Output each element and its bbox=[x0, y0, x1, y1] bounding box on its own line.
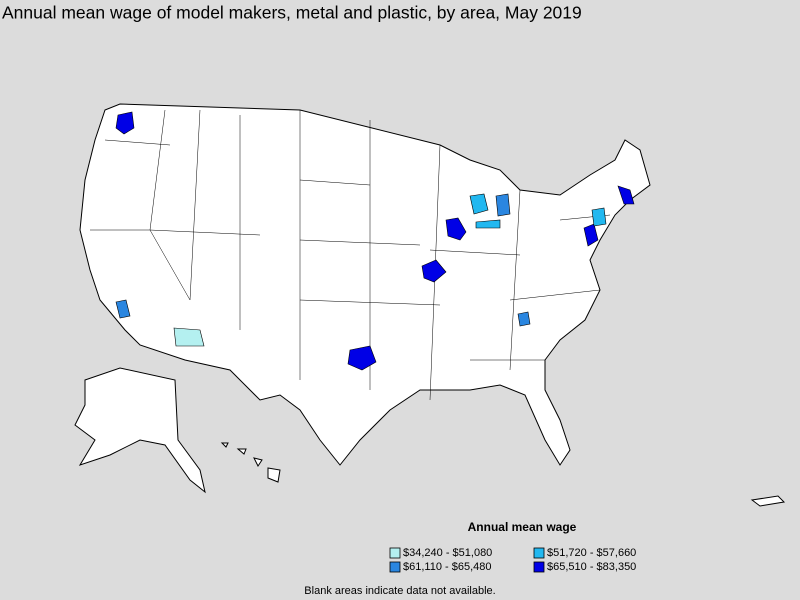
alaska bbox=[74, 367, 206, 494]
area bbox=[445, 217, 467, 241]
area bbox=[115, 299, 131, 319]
legend-label: $51,720 - $57,660 bbox=[547, 547, 636, 559]
footnote: Blank areas indicate data not available. bbox=[304, 585, 495, 597]
area bbox=[591, 207, 607, 227]
legend-swatch bbox=[533, 547, 545, 559]
legend-label: $65,510 - $83,350 bbox=[547, 561, 636, 573]
area bbox=[347, 345, 377, 371]
area bbox=[115, 111, 135, 135]
puerto-rico bbox=[750, 495, 786, 507]
area bbox=[469, 193, 489, 215]
area bbox=[173, 327, 205, 347]
legend-swatch bbox=[389, 547, 401, 559]
area bbox=[421, 259, 447, 283]
area bbox=[583, 223, 599, 247]
area bbox=[517, 311, 531, 327]
legend-swatch bbox=[389, 561, 401, 573]
area bbox=[617, 185, 635, 205]
legend-swatch bbox=[533, 561, 545, 573]
area bbox=[475, 219, 501, 229]
map-title: Annual mean wage of model makers, metal … bbox=[2, 3, 582, 23]
legend-title: Annual mean wage bbox=[468, 520, 577, 534]
legend-label: $61,110 - $65,480 bbox=[403, 561, 491, 573]
area bbox=[495, 193, 511, 217]
hawaii bbox=[220, 442, 281, 483]
legend-label: $34,240 - $51,080 bbox=[403, 547, 492, 559]
legend: $34,240 - $51,080 $51,720 - $57,660 $61,11… bbox=[389, 547, 636, 573]
